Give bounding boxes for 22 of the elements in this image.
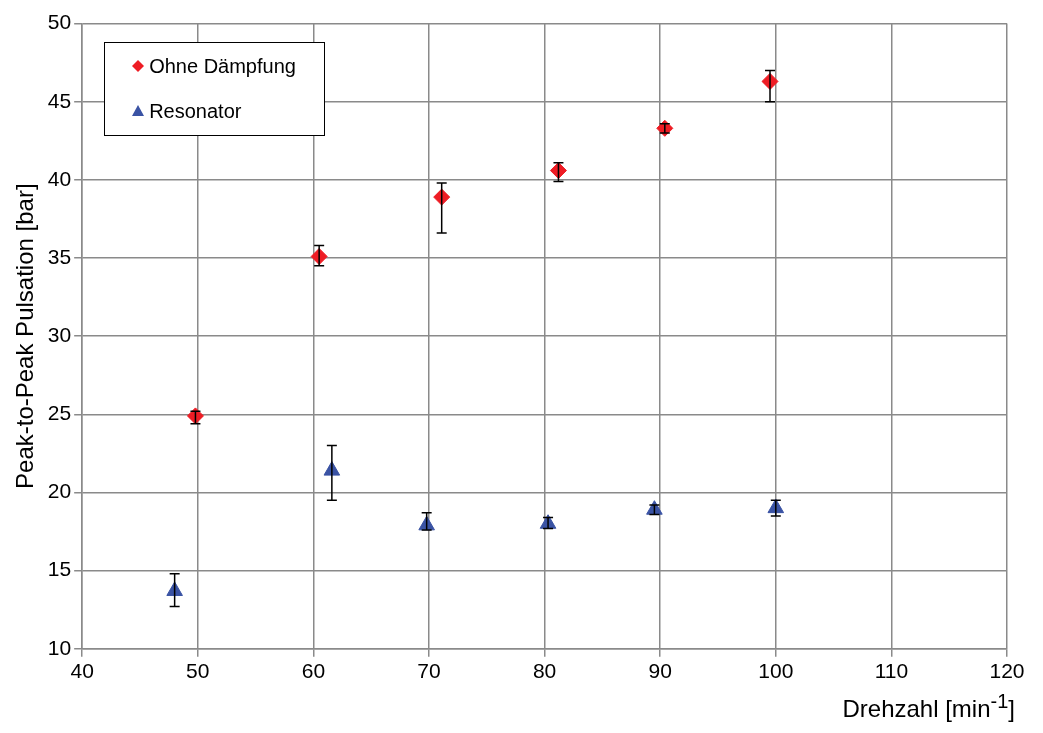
x-tick-label: 40 (70, 659, 94, 683)
y-tick-label: 25 (47, 401, 72, 425)
x-tick-label: 80 (532, 659, 557, 683)
y-tick-label: 20 (47, 479, 72, 503)
y-tick-label: 50 (47, 10, 72, 34)
y-tick-label: 45 (47, 88, 72, 112)
y-tick-label: 30 (47, 323, 72, 346)
y-tick-label: 15 (47, 557, 72, 581)
legend-label: Ohne Dämpfung (149, 54, 296, 78)
x-tick-label: 50 (186, 659, 210, 683)
y-tick-label: 35 (47, 244, 72, 268)
y-tick-label: 10 (47, 635, 72, 659)
legend-label: Resonator (149, 99, 242, 123)
x-tick-label: 120 (989, 659, 1025, 683)
x-axis-title: Drehzahl [min$^{-1}$] (841, 690, 1016, 723)
x-tick-label: 100 (758, 659, 794, 683)
x-tick-label: 60 (301, 659, 326, 683)
x-tick-label: 110 (874, 659, 909, 683)
y-axis-title: Peak-to-Peak Pulsation [bar] (11, 183, 39, 489)
x-tick-label: 90 (648, 659, 672, 683)
y-tick-label: 40 (47, 166, 72, 190)
x-tick-label: 70 (417, 659, 441, 683)
